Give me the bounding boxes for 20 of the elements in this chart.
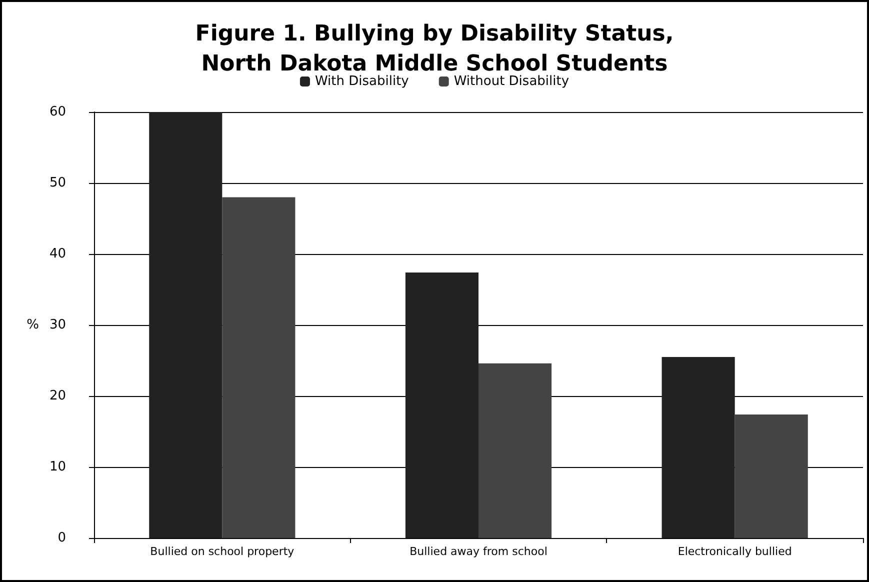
y-tick-label: 60 [49,104,66,120]
y-tick-label: 50 [49,176,66,190]
x-tick-label: Electronically bullied [678,545,792,558]
chart-title: Figure 1. Bullying by Disability Status, North Dakota Middle School Students [195,22,674,76]
x-tick-label: Bullied away from school [410,545,548,558]
bar [149,112,222,538]
y-tick-label: 20 [49,388,66,404]
legend-label: Without Disability [454,74,570,89]
legend-label: With Disability [314,74,410,89]
bar [478,363,552,538]
bar [734,414,808,538]
y-tick-label: 40 [49,246,66,262]
y-tick-label: 10 [49,460,66,474]
y-tick-label: 0 [58,530,66,546]
y-axis-title: % [26,318,39,332]
bar [222,197,296,538]
x-tick-label: Bullied on school property [150,545,295,558]
bar [405,272,478,538]
y-tick-label: 30 [49,318,66,332]
bar [662,356,735,538]
